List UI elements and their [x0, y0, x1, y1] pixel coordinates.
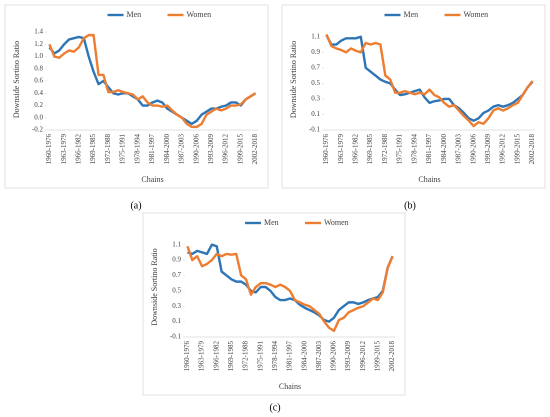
panel-label: (a) — [130, 200, 141, 211]
x-axis-label: Chains — [418, 175, 440, 184]
x-tick-label: 2002-2018 — [528, 134, 536, 165]
x-tick-label: 1987-2003 — [315, 341, 323, 372]
x-tick-label: 1981-1997 — [148, 134, 156, 165]
x-tick-label: 1981-1997 — [425, 134, 433, 165]
x-tick-label: 1987-2003 — [178, 134, 186, 165]
x-tick-label: 1969-1985 — [89, 134, 97, 165]
line-series — [325, 33, 534, 128]
y-axis-label: Downside Sortino Ratio — [150, 248, 159, 325]
x-tick-label: 1972-1988 — [104, 134, 112, 165]
legend-label: Women — [324, 218, 349, 227]
x-tick-label: 1969-1985 — [227, 341, 235, 372]
y-tick-label: 0.4 — [34, 89, 43, 97]
line-series — [187, 243, 394, 323]
x-tick-label: 1993-2009 — [344, 341, 352, 372]
x-tick-label: 2002-2018 — [388, 341, 396, 372]
y-tick-label: -0.1 — [309, 126, 321, 134]
x-tick-label: 1978-1994 — [410, 134, 418, 165]
y-tick-label: 0.3 — [172, 302, 181, 310]
x-tick-label: 1969-1985 — [366, 134, 374, 165]
y-tick-label: -0.2 — [32, 126, 44, 134]
x-tick-label: 1963-1979 — [60, 134, 68, 165]
x-tick-label: 1960-1976 — [45, 134, 53, 165]
chart: -0.2 0.0 0.2 0.4 0.6 0.8 1.0 1.2 1.4 1960-1976 196… — [4, 4, 269, 189]
x-tick-label: 1993-2009 — [207, 134, 215, 165]
y-tick-label: 0.7 — [311, 63, 320, 71]
x-tick-label: 1966-1982 — [212, 341, 220, 372]
x-tick-label: 1966-1982 — [75, 134, 83, 165]
x-tick-label: 1975-1991 — [256, 341, 264, 372]
legend-label: Men — [264, 218, 279, 227]
y-tick-label: 0.7 — [172, 271, 181, 279]
y-tick-label: 0.3 — [311, 95, 320, 103]
x-tick-label: 1963-1979 — [198, 341, 206, 372]
y-tick-label: 0.5 — [172, 286, 181, 294]
x-tick-label: 1990-2006 — [330, 341, 338, 372]
y-tick-label: 0.6 — [34, 77, 43, 85]
x-tick-label: 1996-2012 — [222, 134, 230, 165]
x-tick-label: 1984-2000 — [163, 134, 171, 165]
x-tick-label: 1996-2012 — [359, 341, 367, 372]
y-axis-label: Downside Sortino Ratio — [12, 41, 21, 118]
panel-label: (c) — [269, 402, 280, 413]
x-tick-label: 1978-1994 — [133, 134, 141, 165]
legend-label: Men — [127, 10, 142, 19]
x-tick-label: 1990-2006 — [469, 134, 477, 165]
line-series — [325, 34, 534, 122]
y-tick-label: 1.1 — [172, 240, 181, 248]
x-tick-label: 1993-2009 — [484, 134, 492, 165]
chart: -0.1 0.1 0.3 0.5 0.7 0.9 1.1 1960-1976 1963-1979… — [281, 4, 546, 189]
y-tick-label: 1.0 — [34, 52, 43, 60]
x-axis-label: Chains — [279, 382, 301, 391]
y-tick-label: 0.1 — [311, 110, 320, 118]
y-tick-label: 1.2 — [34, 40, 43, 48]
line-series — [48, 33, 257, 129]
y-tick-label: -0.1 — [170, 333, 182, 341]
y-tick-label: 1.4 — [34, 28, 43, 36]
legend-label: Men — [404, 10, 419, 19]
y-axis-label: Downside Sortino Ratio — [289, 41, 298, 118]
y-tick-label: 0.9 — [311, 48, 320, 56]
x-tick-label: 1960-1976 — [322, 134, 330, 165]
x-tick-label: 1999-2015 — [513, 134, 521, 165]
y-tick-label: 0.1 — [172, 317, 181, 325]
x-tick-label: 1972-1988 — [381, 134, 389, 165]
x-tick-label: 1978-1994 — [271, 341, 279, 372]
x-tick-label: 1975-1991 — [396, 134, 404, 165]
y-tick-label: 0.5 — [311, 79, 320, 87]
chart: -0.1 0.1 0.3 0.5 0.7 0.9 1.1 1960-1976 1963-1979… — [142, 212, 406, 396]
y-tick-label: 0.0 — [34, 113, 43, 121]
x-tick-label: 1963-1979 — [337, 134, 345, 165]
y-tick-label: 1.1 — [311, 32, 320, 40]
x-tick-label: 1984-2000 — [300, 341, 308, 372]
legend-label: Women — [464, 10, 489, 19]
x-axis-label: Chains — [141, 175, 163, 184]
x-tick-label: 1960-1976 — [183, 341, 191, 372]
y-tick-label: 0.9 — [172, 256, 181, 264]
x-tick-label: 1990-2006 — [192, 134, 200, 165]
legend-label: Women — [187, 10, 212, 19]
x-tick-label: 1999-2015 — [236, 134, 244, 165]
x-tick-label: 1972-1988 — [242, 341, 250, 372]
y-tick-label: 0.8 — [34, 64, 43, 72]
x-tick-label: 1981-1997 — [286, 341, 294, 372]
x-tick-label: 1999-2015 — [374, 341, 382, 372]
line-series — [186, 245, 394, 333]
x-tick-label: 1966-1982 — [352, 134, 360, 165]
y-tick-label: 0.2 — [34, 101, 43, 109]
x-tick-label: 2002-2018 — [251, 134, 259, 165]
x-tick-label: 1984-2000 — [440, 134, 448, 165]
x-tick-label: 1996-2012 — [499, 134, 507, 165]
x-tick-label: 1987-2003 — [455, 134, 463, 165]
panel-label: (b) — [404, 200, 416, 211]
x-tick-label: 1975-1991 — [119, 134, 127, 165]
